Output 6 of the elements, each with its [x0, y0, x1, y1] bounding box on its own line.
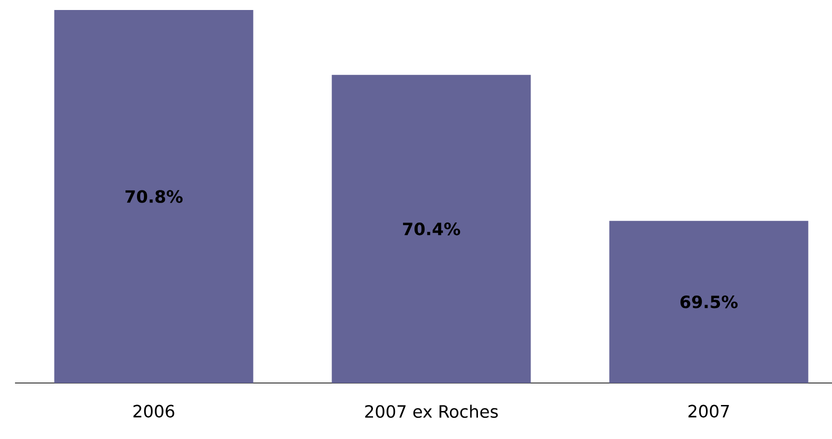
- x-tick-label: 2007: [688, 404, 729, 418]
- data-label: 69.5%: [680, 296, 738, 308]
- x-tick-label: 2007 ex Roches: [365, 404, 498, 418]
- data-label: 70.4%: [403, 222, 460, 236]
- x-tick-label: 2006: [133, 404, 174, 418]
- data-label: 70.8%: [126, 190, 183, 203]
